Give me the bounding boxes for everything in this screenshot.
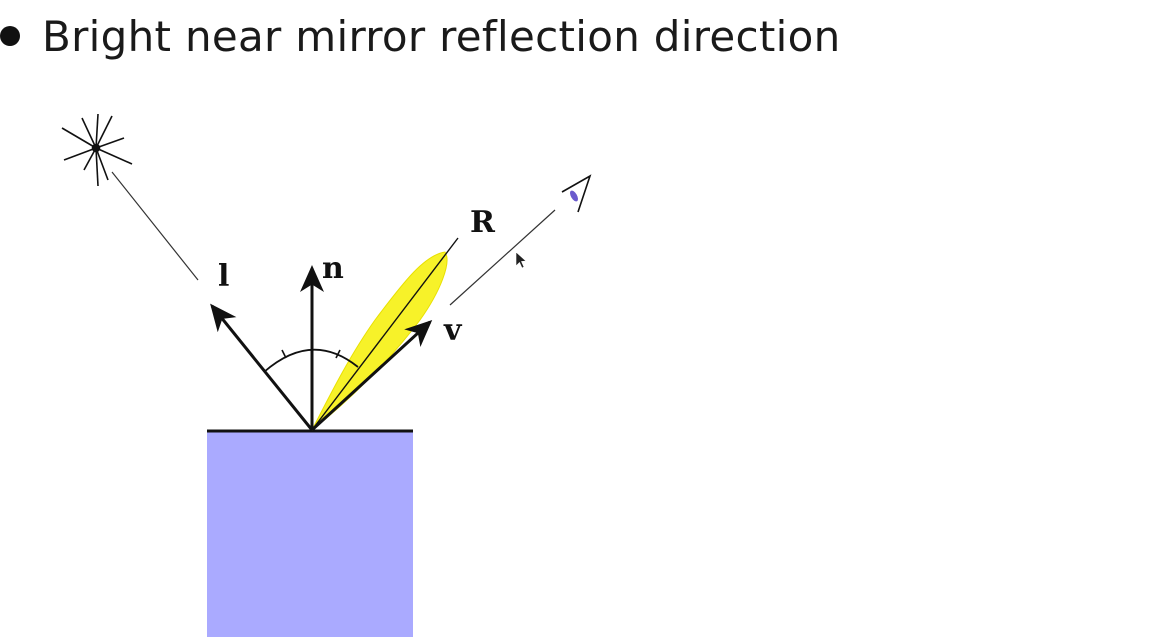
- bullet-dot: [0, 26, 20, 46]
- light-ray: [111, 171, 199, 281]
- vector-v-arrow: [310, 319, 433, 432]
- label-r: R: [470, 205, 496, 240]
- light-source-icon: [61, 113, 133, 187]
- label-l: l: [218, 259, 229, 294]
- surface-block: [207, 431, 413, 637]
- vector-l-arrow: [210, 303, 314, 431]
- reflection-line-r: [311, 237, 459, 431]
- angle-tick-right: [335, 349, 341, 359]
- angle-tick-left: [281, 349, 287, 359]
- eye-icon: [561, 174, 592, 213]
- view-ray: [449, 209, 556, 306]
- label-v: v: [443, 313, 463, 348]
- bullet-item: Bright near mirror reflection direction: [0, 8, 841, 64]
- label-n: n: [322, 251, 344, 286]
- bullet-text: Bright near mirror reflection direction: [42, 11, 841, 61]
- angle-arc: [263, 348, 359, 373]
- mouse-cursor-icon: [515, 251, 527, 269]
